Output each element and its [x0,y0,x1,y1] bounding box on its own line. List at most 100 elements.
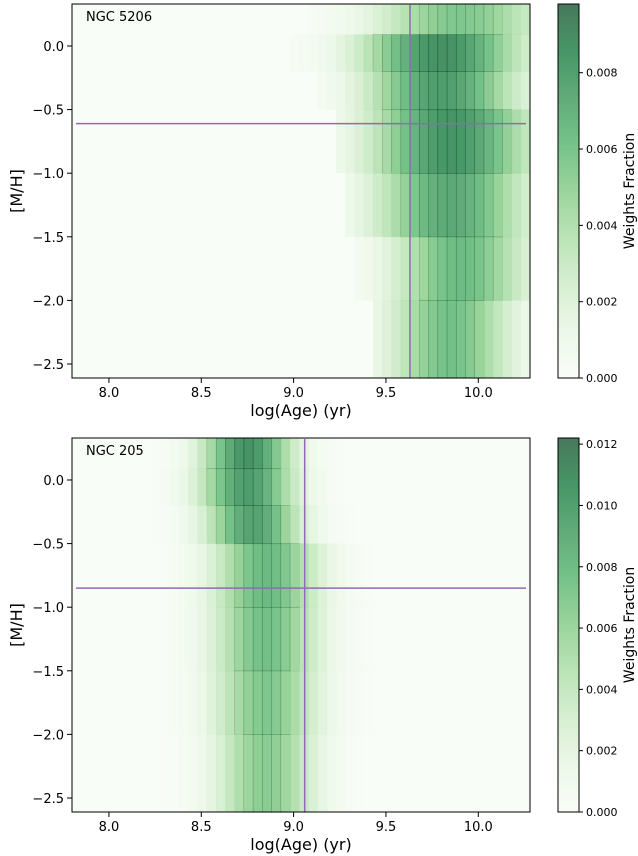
heatmap-cell [252,505,263,545]
heatmap-cell [197,438,208,469]
heatmap-cell [123,34,134,72]
heatmap-cell [142,34,152,72]
heatmap-cell [363,173,374,238]
heatmap-cell [428,34,439,73]
heatmap-cell [465,438,475,469]
heatmap-cell [382,4,392,35]
heatmap-cell [446,438,457,469]
heatmap-cell [216,236,226,301]
heatmap-cell [77,236,88,301]
heatmap-cell [169,607,180,672]
heatmap-cell [391,607,402,672]
heatmap-cell [151,607,162,672]
heatmap-cell [502,71,512,110]
heatmap-cell [197,173,208,238]
heatmap-cell [206,468,217,507]
heatmap-cell [372,34,383,73]
heatmap-cell [197,34,208,72]
heatmap-cell [308,505,319,544]
heatmap-cell [142,543,152,608]
heatmap-cell [428,172,439,238]
heatmap-cell [373,505,383,544]
heatmap-cell [243,173,254,238]
heatmap-cell [373,543,383,608]
heatmap-cell [465,109,476,174]
heatmap-cell [160,438,171,469]
heatmap-cell [123,236,134,301]
heatmap-cell [474,468,485,506]
panel-annotation: NGC 5206 [86,10,152,25]
heatmap-cell [188,670,198,735]
heatmap-cell [96,34,106,72]
heatmap-cell [72,505,78,544]
heatmap-cell [188,468,198,506]
heatmap-cell [271,606,282,672]
heatmap-cell [326,71,337,110]
colorbar: 0.000 0.002 0.004 0.006 0.008 0.010 0.012 Weig… [557,437,638,819]
heatmap-cell [216,4,226,35]
heatmap-cell [418,300,430,379]
heatmap-cell [151,71,162,110]
heatmap-cell [216,670,226,735]
heatmap-cell [428,505,439,544]
heatmap-cell [428,3,439,36]
heatmap-cell [400,543,411,608]
heatmap-cell [234,4,245,35]
heatmap-cell [96,505,106,544]
heatmap-cell [483,670,494,735]
heatmap-cell [299,300,309,379]
heatmap-cell [160,300,171,379]
heatmap-cell [252,71,263,110]
heatmap-cell [317,4,328,35]
heatmap-cell [289,236,300,301]
heatmap-cell [456,543,466,608]
heatmap-cell [502,505,512,544]
heatmap-cell [456,505,466,544]
heatmap-cell [308,109,319,174]
heatmap-cell [234,606,245,672]
heatmap-cell [234,543,245,608]
colorbar-gradient [557,3,580,379]
heatmap-cell [289,4,300,35]
heatmap-cell [197,734,208,813]
heatmap-cell [160,4,171,35]
heatmap-cell [142,670,152,735]
heatmap-cell [391,468,402,506]
heatmap-cell [216,734,226,813]
heatmap-cell [317,71,328,110]
heatmap-cell [252,606,263,672]
heatmap-cell [345,438,355,469]
heatmap-cell [96,236,106,301]
heatmap-cell [493,734,503,813]
y-tick-label: −0.5 [32,104,64,119]
heatmap-cell [271,670,282,736]
heatmap-cell [206,109,217,174]
heatmap-cell [317,468,328,506]
heatmap-cell [465,468,475,506]
heatmap-cell [455,109,467,174]
heatmap-cell [123,734,134,813]
heatmap-cell [345,670,355,735]
heatmap-cell [465,670,475,735]
heatmap-cell [160,34,171,72]
heatmap-cell [308,438,319,469]
colorbar-gradient [557,437,580,813]
heatmap-cell [409,438,420,469]
heatmap-cell [391,71,402,111]
heatmap-cell [326,607,337,672]
x-axis-ticks: 8.0 8.5 9.0 9.5 10.0 [99,812,493,835]
x-axis-label: log(Age) (yr) [250,835,351,854]
heatmap-cell [382,109,393,174]
heatmap-cell [437,468,448,506]
heatmap-cell [234,437,245,470]
heatmap-cell [437,71,448,111]
heatmap-cell [206,734,217,813]
heatmap-cell [446,71,457,111]
heatmap-cell [455,3,467,36]
heatmap-cell [132,734,143,813]
heatmap-cell [289,438,300,469]
colorbar-tick-label: 0.012 [586,438,618,451]
heatmap-cell [225,468,236,507]
heatmap-cell [354,300,365,379]
